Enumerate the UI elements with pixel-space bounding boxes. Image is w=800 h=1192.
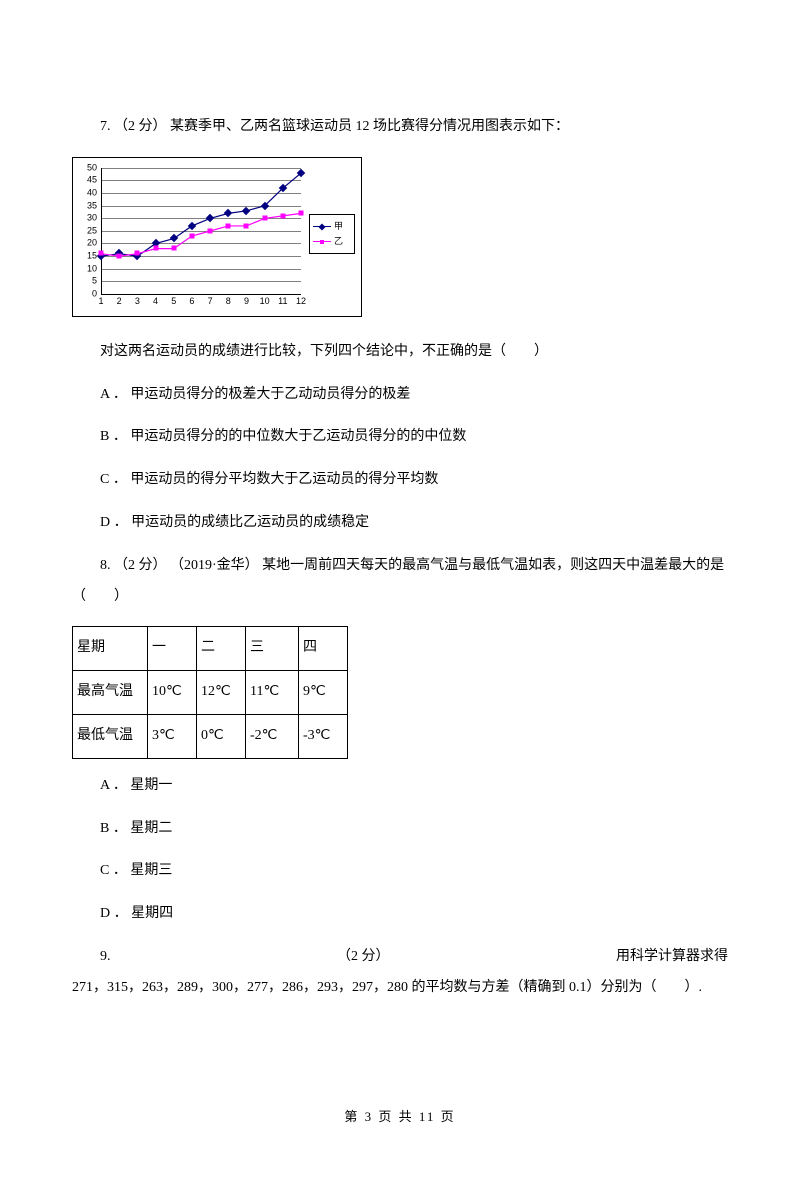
legend-label: 甲 [334,222,343,231]
q8-prefix: 8. （2 分） [100,558,167,573]
chart-y-tick-label: 10 [87,264,97,273]
chart-marker [189,233,194,238]
q9-tail: 用科学计算器求得 [616,942,728,973]
chart-x-tick-label: 6 [189,297,194,306]
q8-option-c: C ． 星期三 [72,856,728,887]
chart-marker [280,213,285,218]
q8-table: 星期一二三四最高气温10℃12℃11℃9℃最低气温3℃0℃-2℃-3℃ [72,626,348,758]
chart-series-乙 [101,213,301,256]
table-cell: 最高气温 [73,671,148,715]
q7-option-b: B ． 甲运动员得分的的中位数大于乙运动员得分的的中位数 [72,422,728,453]
table-cell: 星期 [73,627,148,671]
chart-marker [226,223,231,228]
table-row: 最低气温3℃0℃-2℃-3℃ [73,714,348,758]
chart-lines [101,168,301,294]
legend-swatch [313,241,331,242]
chart-y-tick-label: 0 [92,289,97,298]
q7-prefix: 7. （2 分） [100,119,167,134]
q9-rest: 271，315，263，289，300，277，286，293，297，280 … [72,973,728,1004]
chart-plot-area: 05101520253035404550123456789101112 [101,168,301,294]
chart-marker [99,251,104,256]
chart-y-tick-label: 15 [87,251,97,260]
chart-legend: 甲乙 [309,214,355,254]
q7-option-c: C ． 甲运动员的得分平均数大于乙运动员的得分平均数 [72,465,728,496]
table-header-row: 星期一二三四 [73,627,348,671]
chart-marker [244,223,249,228]
page-footer: 第 3 页 共 11 页 [72,1103,728,1132]
table-cell: 3℃ [148,714,197,758]
legend-swatch [313,226,331,227]
q7-text: 某赛季甲、乙两名篮球运动员 12 场比赛得分情况用图表示如下： [167,119,570,134]
chart-x-tick-label: 4 [153,297,158,306]
chart-series-甲 [101,173,301,256]
q9-prefix: 9. [72,942,111,973]
q7-option-d: D ． 甲运动员的成绩比乙运动员的成绩稳定 [72,508,728,539]
legend-label: 乙 [334,237,343,246]
chart-x-tick-label: 12 [296,297,306,306]
legend-item: 甲 [313,222,351,231]
table-cell: 一 [148,627,197,671]
q7-heading: 7. （2 分） 某赛季甲、乙两名篮球运动员 12 场比赛得分情况用图表示如下： [72,112,728,143]
chart-y-tick-label: 25 [87,226,97,235]
chart-y-tick-label: 50 [87,163,97,172]
table-cell: 10℃ [148,671,197,715]
chart-x-axis [101,294,301,295]
q8-option-b: B ． 星期二 [72,814,728,845]
q8-heading: 8. （2 分） （2019·金华） 某地一周前四天每天的最高气温与最低气温如表… [72,551,728,613]
chart-y-tick-label: 40 [87,188,97,197]
q8-option-d: D ． 星期四 [72,899,728,930]
table-cell: 12℃ [197,671,246,715]
chart-y-tick-label: 35 [87,201,97,210]
table-cell: 二 [197,627,246,671]
chart-marker [171,246,176,251]
chart-x-tick-label: 11 [278,297,287,306]
chart-x-tick-label: 2 [117,297,122,306]
q7-option-a: A ． 甲运动员得分的极差大于乙动动员得分的极差 [72,380,728,411]
chart-x-tick-label: 5 [171,297,176,306]
chart-x-tick-label: 1 [98,297,103,306]
chart-x-tick-label: 10 [260,297,270,306]
chart-marker [117,253,122,258]
table-cell: -2℃ [246,714,299,758]
q8-source: （2019·金华） [170,558,259,573]
chart-x-tick-label: 3 [135,297,140,306]
table-cell: 四 [299,627,348,671]
chart-marker [299,211,304,216]
chart-marker [153,246,158,251]
chart-y-tick-label: 30 [87,214,97,223]
chart-marker [262,216,267,221]
table-cell: 9℃ [299,671,348,715]
table-cell: 11℃ [246,671,299,715]
chart-x-tick-label: 9 [244,297,249,306]
chart-y-tick-label: 45 [87,176,97,185]
legend-item: 乙 [313,237,351,246]
chart-x-tick-label: 8 [226,297,231,306]
chart-y-tick-label: 5 [92,277,97,286]
table-row: 最高气温10℃12℃11℃9℃ [73,671,348,715]
table-cell: 三 [246,627,299,671]
chart-y-tick-label: 20 [87,239,97,248]
q7-chart: 05101520253035404550123456789101112 甲乙 [72,157,362,317]
chart-marker [208,228,213,233]
table-cell: 最低气温 [73,714,148,758]
q8-option-a: A ． 星期一 [72,771,728,802]
q9-points: （2 分） [337,942,390,973]
q7-stem: 对这两名运动员的成绩进行比较，下列四个结论中，不正确的是（ ） [72,337,728,368]
chart-marker [135,251,140,256]
table-cell: 0℃ [197,714,246,758]
q9-heading: 9. （2 分） 用科学计算器求得 271，315，263，289，300，27… [72,942,728,1004]
chart-x-tick-label: 7 [208,297,213,306]
table-cell: -3℃ [299,714,348,758]
